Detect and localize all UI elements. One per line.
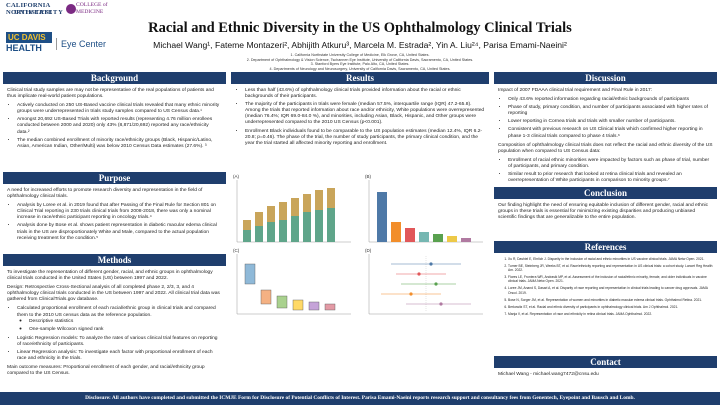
- left-column: Background Clinical trial study samples …: [3, 72, 226, 383]
- discussion-compare: Composition of ophthalmology clinical tr…: [498, 142, 713, 154]
- methods-intro: To investigate the representation of dif…: [7, 270, 213, 282]
- ucd-logo: UC DAVIS HEALTH Eye Center: [6, 30, 118, 60]
- purpose-intro: A need for increased efforts to promote …: [7, 188, 203, 200]
- reference-item: Berkowitz ST, et al. Racial and ethnic d…: [508, 305, 713, 309]
- discussion-bullet: Phase of study, primary condition, and n…: [508, 105, 713, 117]
- contact-heading: Contact: [494, 356, 717, 368]
- reference-item: Bose N, Sorger JM, et al. Representation…: [508, 298, 713, 302]
- cnu-seal-icon: [66, 4, 76, 14]
- methods-bullet: Calculated proportional enrollment of ea…: [17, 306, 222, 332]
- results-bullet: The majority of the participants in tria…: [245, 102, 485, 126]
- reference-item: Xu R, Dashiel E, Ehrlich J. Disparity in…: [508, 257, 713, 261]
- panel-label-a: (A): [233, 174, 239, 179]
- background-body: Clinical trial study samples are may not…: [3, 84, 226, 172]
- panel-a-bars: [236, 180, 351, 243]
- methods-bullet: Linear Regression analysis: To investiga…: [17, 350, 222, 362]
- references-heading: References: [494, 241, 717, 253]
- discussion-bullet: Enrollment of racial ethnic minorities w…: [508, 158, 713, 170]
- purpose-body: A need for increased efforts to promote …: [3, 184, 226, 254]
- results-body: Less than half (43.6%) of ophthalmology …: [231, 84, 489, 153]
- background-bullet: The median combined enrollment of minori…: [17, 138, 222, 150]
- results-bullet: Less than half (43.6%) of ophthalmology …: [245, 88, 485, 100]
- conclusion-text: Our finding highlight the need of ensuri…: [498, 203, 709, 221]
- ucd-name: UC DAVIS: [6, 32, 52, 43]
- affiliations: 1. California Northstate University Coll…: [120, 53, 600, 71]
- panel-label-c: (C): [233, 248, 240, 253]
- reference-item: Turner BE, Steinberg JR, Weeks BT, et al…: [508, 264, 713, 272]
- panel-b-bars: [368, 180, 483, 243]
- conclusion-body: Our finding highlight the need of ensuri…: [494, 199, 717, 241]
- poster-title: Racial and Ethnic Diversity in the US Op…: [148, 20, 572, 36]
- reference-item: Manja V, et al. Representation of race a…: [508, 312, 713, 316]
- affiliation: 4. Departments of Neurology and Neurosur…: [269, 66, 451, 71]
- cnu-name: CALIFORNIA NORTHSTATE: [6, 2, 53, 16]
- methods-outcome: Main outcome measures: Proportional enro…: [7, 365, 205, 377]
- panel-label-b: (B): [365, 174, 371, 179]
- affiliation: 2. Department of Ophthalmology & Vision …: [246, 57, 474, 62]
- ucd-health: HEALTH: [6, 43, 42, 53]
- methods-design: Design: Retrospective Cross-Sectional an…: [7, 285, 220, 303]
- background-heading: Background: [3, 72, 226, 84]
- panel-d-points: [368, 254, 483, 315]
- methods-heading: Methods: [3, 254, 226, 266]
- contact-body: Michael Wang - michael.wang7472@cnsu.edu: [494, 368, 717, 384]
- methods-body: To investigate the representation of dif…: [3, 266, 226, 383]
- discussion-heading: Discussion: [494, 72, 717, 84]
- cnu-logo: CALIFORNIA NORTHSTATE UNIVERSITY COLLEGE…: [6, 2, 118, 24]
- background-bullet: Amongst 20,692 US-Based Trials with repo…: [17, 117, 222, 135]
- results-figure: (A) (B) (C) (D): [231, 172, 489, 322]
- references-body: Xu R, Dashiel E, Ehrlich J. Disparity in…: [494, 253, 717, 356]
- background-intro: Clinical trial study samples are may not…: [7, 88, 214, 100]
- right-column: Discussion Impact of 2007 FDAAA clinical…: [494, 72, 717, 384]
- reference-item: Flores LE, Frontera WR, Andrasik MP, et …: [508, 275, 713, 283]
- cnu-college: COLLEGE of MEDICINE: [76, 2, 108, 15]
- methods-bullet: Logistic Regression models: To analyze t…: [17, 336, 222, 348]
- cnu-university: UNIVERSITY: [14, 9, 64, 16]
- results-bullet: Enrollment Black individuals found to be…: [245, 129, 485, 147]
- affiliation: 3. Stanford Byers Eye Institute, Palo Al…: [310, 62, 410, 67]
- panel-label-d: (D): [365, 248, 372, 253]
- background-bullet: Actively conducted on 250 US-Based vacci…: [17, 103, 222, 115]
- discussion-body: Impact of 2007 FDAAA clinical trial requ…: [494, 84, 717, 187]
- results-figure-graphic: [231, 172, 489, 322]
- disclosure-footer: Disclosure: All authors have completed a…: [0, 392, 720, 405]
- results-heading: Results: [231, 72, 489, 84]
- panel-c-boxes: [236, 254, 351, 315]
- authors: Michael Wang¹, Fateme Montazeri², Abhiji…: [153, 40, 567, 50]
- purpose-bullet: Analysis by Loree et al. in 2019 found t…: [17, 203, 222, 221]
- purpose-heading: Purpose: [3, 172, 226, 184]
- discussion-bullet: Only 43.6% reported information regardin…: [508, 97, 713, 103]
- discussion-bullet: Consistent with previous research on US …: [508, 127, 713, 139]
- contact-text: Michael Wang - michael.wang7472@cnsu.edu: [498, 372, 599, 377]
- conclusion-heading: Conclusion: [494, 187, 717, 199]
- reference-item: Loree JM, Anand S, Dasari A, et al. Disp…: [508, 286, 713, 294]
- methods-sub-bullet: Descriptive statistics: [29, 319, 222, 325]
- ucd-eye-center: Eye Center: [56, 38, 106, 50]
- middle-column: Results Less than half (43.6%) of ophtha…: [231, 72, 489, 153]
- affiliation: 1. California Northstate University Coll…: [290, 53, 430, 57]
- purpose-bullet: Analysis done by Bose et al. shows patie…: [17, 223, 222, 241]
- discussion-bullet: Lower reporting in Cornea trials and tri…: [508, 119, 713, 125]
- methods-bullet-text: Calculated proportional enrollment of ea…: [17, 306, 216, 318]
- discussion-intro: Impact of 2007 FDAAA clinical trial requ…: [498, 88, 653, 93]
- discussion-bullet: Similar result to prior research that lo…: [508, 172, 713, 184]
- methods-sub-bullet: One-sample Wilcoxon signed rank: [29, 327, 222, 333]
